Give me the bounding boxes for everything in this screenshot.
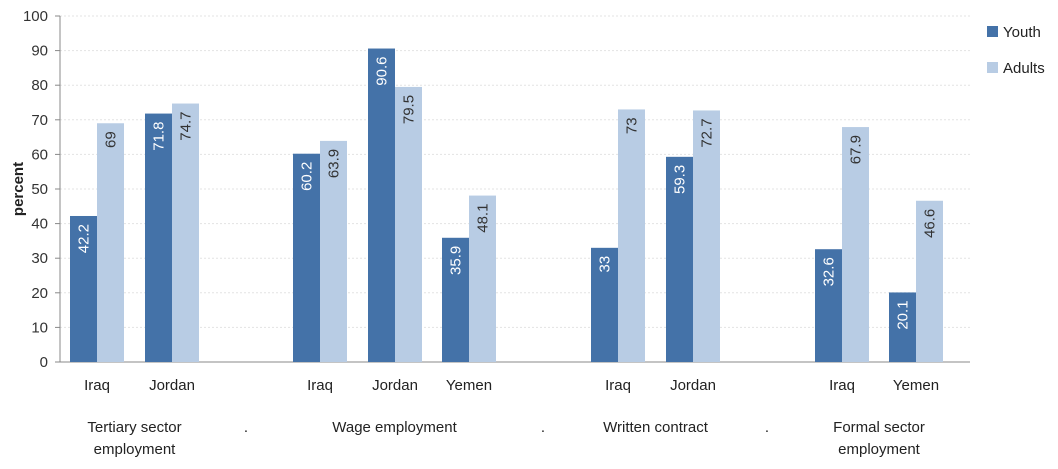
y-tick-label: 30 — [31, 250, 48, 267]
bar-adults — [395, 86, 422, 363]
group-label: Wage employment — [332, 419, 457, 436]
data-label: 73 — [624, 117, 641, 134]
data-label: 59.3 — [672, 165, 689, 194]
bar-adults — [618, 109, 645, 362]
legend-swatch-youth — [987, 26, 998, 37]
data-label: 74.7 — [178, 112, 195, 141]
bar-adults — [842, 127, 869, 362]
bar-youth — [145, 113, 172, 363]
y-tick-label: 70 — [31, 112, 48, 129]
data-label: 90.6 — [374, 57, 391, 86]
y-tick-label: 80 — [31, 77, 48, 94]
y-tick-label: 20 — [31, 285, 48, 302]
category-label: Jordan — [149, 377, 195, 394]
category-label: Iraq — [605, 377, 631, 394]
group-label: Written contract — [603, 419, 709, 436]
group-label: Formal sector — [833, 419, 925, 436]
bar-youth — [815, 249, 842, 362]
legend-label-adults: Adults — [1003, 60, 1045, 77]
data-label: 42.2 — [76, 224, 93, 253]
bar-adults — [469, 195, 496, 362]
y-tick-label: 60 — [31, 146, 48, 163]
data-label: 72.7 — [699, 118, 716, 147]
bar-youth — [442, 237, 469, 362]
category-label: Iraq — [307, 377, 333, 394]
group-separator: . — [541, 419, 545, 436]
category-label: Iraq — [829, 377, 855, 394]
y-axis-label: percent — [10, 162, 27, 216]
bar-youth — [666, 156, 693, 362]
data-label: 69 — [103, 131, 120, 148]
bar-adults — [916, 200, 943, 362]
bar-youth — [591, 247, 618, 362]
bar-adults — [320, 140, 347, 362]
group-label: Tertiary sector — [87, 419, 181, 436]
category-label: Yemen — [446, 377, 492, 394]
data-label: 79.5 — [401, 95, 418, 124]
group-separator: . — [765, 419, 769, 436]
data-label: 35.9 — [448, 246, 465, 275]
data-label: 20.1 — [895, 300, 912, 329]
bar-youth — [70, 215, 97, 362]
category-label: Jordan — [670, 377, 716, 394]
group-separator: . — [244, 419, 248, 436]
group-label: employment — [838, 441, 921, 458]
category-label: Iraq — [84, 377, 110, 394]
data-label: 48.1 — [475, 204, 492, 233]
y-tick-label: 50 — [31, 181, 48, 198]
data-label: 33 — [597, 256, 614, 273]
y-tick-label: 90 — [31, 43, 48, 60]
bar-adults — [97, 123, 124, 362]
y-tick-label: 100 — [23, 8, 48, 25]
data-label: 32.6 — [821, 257, 838, 286]
y-tick-label: 40 — [31, 216, 48, 233]
data-label: 67.9 — [848, 135, 865, 164]
y-tick-label: 0 — [40, 354, 48, 371]
legend-label-youth: Youth — [1003, 24, 1041, 41]
bar-adults — [693, 110, 720, 362]
y-tick-label: 10 — [31, 319, 48, 336]
category-label: Jordan — [372, 377, 418, 394]
data-label: 63.9 — [326, 149, 343, 178]
bar-youth — [293, 153, 320, 362]
group-label: employment — [94, 441, 177, 458]
data-label: 46.6 — [922, 209, 939, 238]
data-label: 71.8 — [151, 122, 168, 151]
bar-youth — [368, 48, 395, 363]
legend-swatch-adults — [987, 62, 998, 73]
bar-youth — [889, 292, 916, 362]
category-label: Yemen — [893, 377, 939, 394]
bar-adults — [172, 103, 199, 363]
data-label: 60.2 — [299, 162, 316, 191]
